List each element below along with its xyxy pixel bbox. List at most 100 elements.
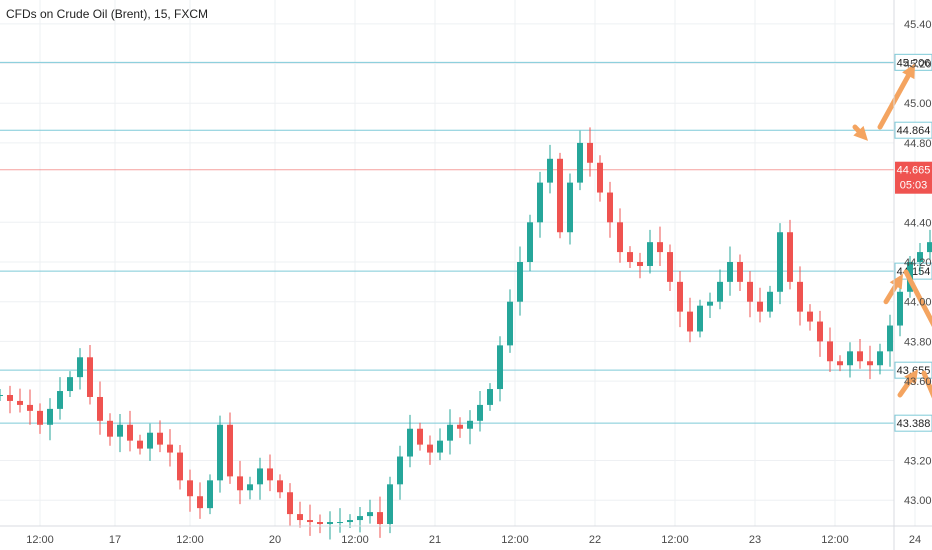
candle-body	[287, 492, 293, 515]
candle-body	[667, 252, 673, 282]
candle-body	[627, 252, 633, 263]
candle-body	[927, 242, 932, 253]
candle-body	[717, 281, 723, 302]
last-price-label: 44.665	[897, 165, 931, 177]
candles	[0, 127, 932, 540]
candle-body	[877, 351, 883, 366]
candle-body	[7, 394, 13, 401]
candle-body	[447, 424, 453, 441]
candle-body	[437, 440, 443, 453]
candle-body	[397, 456, 403, 485]
candle-body	[827, 341, 833, 362]
y-tick-label: 44.000	[904, 297, 932, 309]
candle-body	[407, 428, 413, 457]
candle-body	[567, 182, 573, 233]
candle-body	[0, 394, 3, 396]
candle-body	[457, 424, 463, 429]
candle-body	[607, 192, 613, 223]
x-tick-label: 20	[269, 534, 281, 546]
candle-body	[467, 420, 473, 429]
candle-body	[377, 512, 383, 525]
candle-body	[217, 424, 223, 481]
candle-body	[77, 357, 83, 378]
last-price-box	[895, 161, 932, 194]
arrow-annotations	[852, 63, 932, 399]
y-tick-label: 43.000	[904, 495, 932, 507]
candle-body	[297, 514, 303, 521]
candle-body	[157, 432, 163, 445]
countdown-label: 05:03	[900, 180, 928, 192]
candle-body	[587, 142, 593, 163]
x-tick-label: 12:00	[341, 534, 369, 546]
x-tick-label: 12:00	[821, 534, 849, 546]
candle-body	[237, 476, 243, 491]
candle-body	[177, 452, 183, 481]
candle-body	[357, 516, 363, 521]
candle-body	[247, 484, 253, 491]
level-label-box	[894, 414, 932, 432]
candle-body	[337, 522, 343, 524]
candle-body	[897, 291, 903, 326]
x-tick-label: 12:00	[176, 534, 204, 546]
candle-body	[197, 496, 203, 509]
candle-body	[767, 291, 773, 312]
y-tick-label: 43.800	[904, 336, 932, 348]
candle-body	[417, 428, 423, 445]
candle-body	[487, 389, 493, 405]
level-label-box	[894, 262, 932, 280]
candle-body	[797, 281, 803, 312]
candle-body	[757, 301, 763, 312]
x-tick-label: 12:00	[26, 534, 54, 546]
candle-body	[577, 142, 583, 183]
candle-body	[87, 357, 93, 397]
candle-body	[67, 377, 73, 392]
candle-body	[777, 232, 783, 292]
y-tick-label: 44.800	[904, 138, 932, 150]
x-tick-label: 21	[429, 534, 441, 546]
candle-body	[887, 325, 893, 352]
candle-body	[917, 252, 923, 263]
candle-body	[17, 400, 23, 405]
candle-body	[867, 361, 873, 366]
grid	[0, 0, 916, 526]
candle-body	[147, 432, 153, 449]
candle-body	[257, 468, 263, 485]
horizontal-levels: 45.20644.86444.15443.65543.38844.66505:0…	[0, 53, 932, 432]
candle-body	[187, 480, 193, 497]
candle-body	[857, 351, 863, 362]
candle-body	[47, 408, 53, 425]
candle-body	[637, 262, 643, 266]
y-tick-label: 44.200	[904, 257, 932, 269]
candle-body	[497, 345, 503, 390]
candle-body	[817, 321, 823, 342]
arrow-head	[853, 125, 868, 141]
candle-body	[687, 311, 693, 332]
x-tick-label: 17	[109, 534, 121, 546]
candle-body	[697, 305, 703, 332]
candle-body	[727, 262, 733, 282]
candle-body	[677, 281, 683, 312]
candle-body	[617, 222, 623, 253]
candle-body	[787, 232, 793, 282]
candle-body	[557, 158, 563, 233]
candle-body	[387, 484, 393, 525]
candle-body	[227, 424, 233, 477]
level-label: 43.388	[897, 418, 931, 430]
candle-body	[37, 410, 43, 425]
level-label: 45.206	[897, 57, 931, 69]
candle-body	[547, 158, 553, 183]
x-tick-label: 22	[589, 534, 601, 546]
candle-body	[647, 242, 653, 266]
candle-body	[657, 242, 663, 253]
candle-body	[57, 391, 63, 409]
arrow-head	[902, 63, 915, 80]
candle-body	[137, 440, 143, 449]
arrow-shaft	[852, 124, 861, 134]
candle-body	[167, 444, 173, 453]
arrow-shaft	[903, 269, 932, 328]
candle-body	[127, 424, 133, 441]
candle-body	[317, 522, 323, 525]
